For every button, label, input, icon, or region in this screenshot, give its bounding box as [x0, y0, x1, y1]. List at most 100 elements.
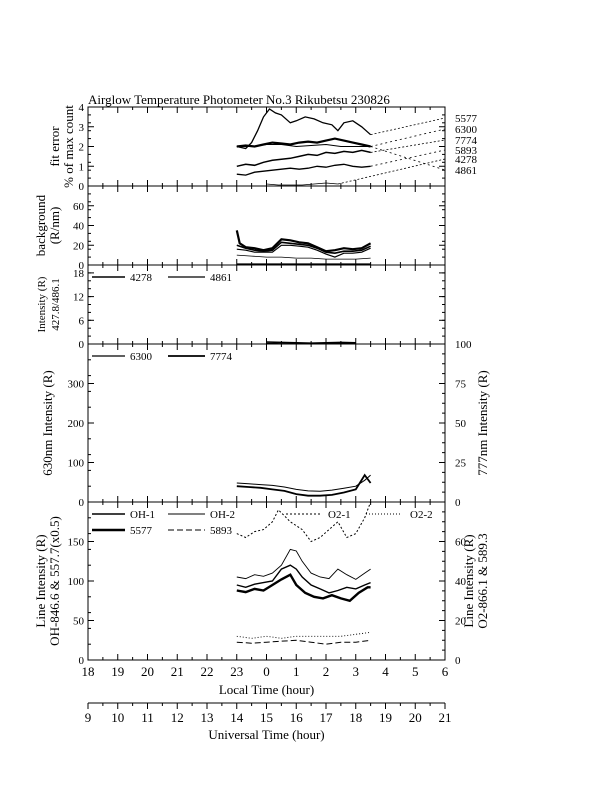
y-tick-label: 40 — [73, 221, 85, 233]
y-right-tick-label: 40 — [455, 576, 467, 588]
legend-leader-4861 — [370, 146, 446, 171]
legend-leader-5577 — [370, 117, 446, 136]
legend-leader-5893 — [370, 149, 446, 167]
y-axis-label: 630nm Intensity (R) — [40, 370, 55, 475]
ut-tick-label: 11 — [141, 710, 154, 725]
panel-intensity-630-777: 0 100 200 300 0 25 50 75 100 630nm Intensity (R) 7… — [40, 339, 490, 509]
legend-label-6300: 6300 — [130, 351, 153, 363]
y-right-axis-label: Line Intensity (R) — [461, 534, 476, 627]
y-axis-label: Intensity (R) — [36, 276, 48, 332]
legend-label-4278: 4278 — [455, 154, 478, 166]
x-tick-label-local: 3 — [353, 664, 360, 679]
series-line-bg-3 — [236, 244, 371, 258]
y-axis-label: background — [33, 194, 48, 256]
y-tick-label: 1 — [79, 161, 85, 173]
ut-tick-label: 21 — [439, 710, 452, 725]
y-axis-label: OH-846.6 & 557.7(x0.5) — [47, 516, 62, 646]
x-tick-label-local: 19 — [111, 664, 124, 679]
y-tick-label: 12 — [73, 292, 84, 304]
series-line-5577 — [236, 108, 372, 150]
legend-label-5893: 5893 — [455, 145, 478, 157]
series-line-bg-1 — [235, 230, 372, 253]
ut-tick-label: 14 — [230, 710, 244, 725]
y-axis-label: (R/nm) — [47, 207, 62, 245]
legend-label-5577: 5577 — [455, 113, 478, 125]
ut-tick-label: 18 — [349, 710, 362, 725]
legend-label-7774: 7774 — [455, 135, 478, 147]
legend-label-oh-1: OH-1 — [130, 509, 155, 521]
chart-title: Airglow Temperature Photometer No.3 Riku… — [88, 92, 390, 107]
series-line-5893 — [236, 639, 371, 645]
legend-label-o2-1: O2-1 — [328, 509, 351, 521]
panel-frame — [87, 343, 446, 503]
x-tick-label-local: 0 — [263, 664, 270, 679]
y-tick-label: 6 — [79, 315, 85, 327]
ut-tick-label: 10 — [111, 710, 124, 725]
y-tick-label: 0 — [79, 181, 85, 193]
panel-fit-error: 0 1 2 3 4 fit error% of max count 557763007774… — [47, 102, 478, 193]
legend-label-4861: 4861 — [455, 165, 477, 177]
y-right-tick-label: 0 — [455, 655, 461, 667]
y-axis-label: % of max count — [61, 105, 76, 188]
series-line-7774 — [236, 473, 372, 497]
series-line-6300 — [236, 474, 371, 492]
y-axis-label: fit error — [47, 126, 62, 167]
x-tick-label-local: 4 — [382, 664, 389, 679]
series-line-o2-2 — [236, 631, 371, 639]
legend-leader-6300 — [370, 128, 446, 147]
ut-tick-label: 17 — [320, 710, 334, 725]
legend-leader-7774 — [370, 139, 446, 153]
y-tick-label: 0 — [79, 655, 85, 667]
y-tick-label: 50 — [73, 616, 85, 628]
ut-tick-label: 9 — [85, 710, 92, 725]
legend-label-o2-2: O2-2 — [410, 509, 433, 521]
y-right-axis-label: 777nm Intensity (R) — [475, 370, 490, 475]
y-tick-label: 2 — [79, 142, 85, 154]
y-right-tick-label: 100 — [455, 339, 472, 351]
y-tick-label: 0 — [79, 339, 85, 351]
series-line-oh-1 — [236, 564, 371, 594]
y-right-tick-label: 20 — [455, 616, 467, 628]
y-tick-label: 0 — [79, 497, 85, 509]
ut-axis-label: Universal Time (hour) — [208, 727, 324, 742]
series-line-bg-2 — [236, 241, 371, 255]
x-tick-label-local: 2 — [323, 664, 330, 679]
ut-tick-label: 20 — [409, 710, 422, 725]
x-tick-label-local: 6 — [442, 664, 449, 679]
x-tick-label-local: 23 — [230, 664, 243, 679]
legend-label-5893: 5893 — [210, 525, 233, 537]
y-tick-label: 100 — [68, 458, 85, 470]
series-line-o2-1 — [236, 502, 372, 543]
panel-background: 0 20 40 60 background (R/nm) — [33, 185, 446, 272]
y-tick-label: 60 — [73, 201, 85, 213]
y-tick-label: 4 — [79, 102, 85, 114]
series-line-4861 — [236, 143, 371, 148]
y-axis-label: Line Intensity (R) — [33, 534, 48, 627]
y-tick-label: 0 — [79, 260, 85, 272]
y-tick-label: 300 — [68, 379, 85, 391]
legend-label-6300: 6300 — [455, 124, 478, 136]
series-line-bg-4 — [236, 254, 371, 260]
y-tick-label: 100 — [68, 576, 85, 588]
series-line-oh-2 — [236, 548, 371, 580]
legend-label-5577: 5577 — [130, 525, 153, 537]
y-axis-label: 427.8/486.1 — [50, 278, 62, 331]
x-axis-label-local: Local Time (hour) — [219, 682, 314, 697]
y-right-tick-label: 75 — [455, 379, 467, 391]
ut-tick-label: 19 — [379, 710, 392, 725]
series-line-5893 — [236, 163, 371, 176]
legend-leader-4278 — [337, 158, 446, 185]
legend-label-4278: 4278 — [130, 272, 153, 284]
panel-intensity-427-486: 0 6 12 18 Intensity (R) 427.8/486.1 4278 4861 — [36, 264, 446, 351]
panel-frame — [87, 106, 446, 187]
series-line-5577 — [236, 573, 371, 603]
x-tick-label-local: 1 — [293, 664, 300, 679]
x-tick-label-local: 20 — [141, 664, 154, 679]
series-line-4278 — [266, 182, 338, 186]
y-tick-label: 200 — [68, 418, 85, 430]
legend-label-4861: 4861 — [210, 272, 232, 284]
y-right-axis-label: O2-866.1 & 589.3 — [475, 533, 490, 628]
y-right-tick-label: 25 — [455, 458, 467, 470]
